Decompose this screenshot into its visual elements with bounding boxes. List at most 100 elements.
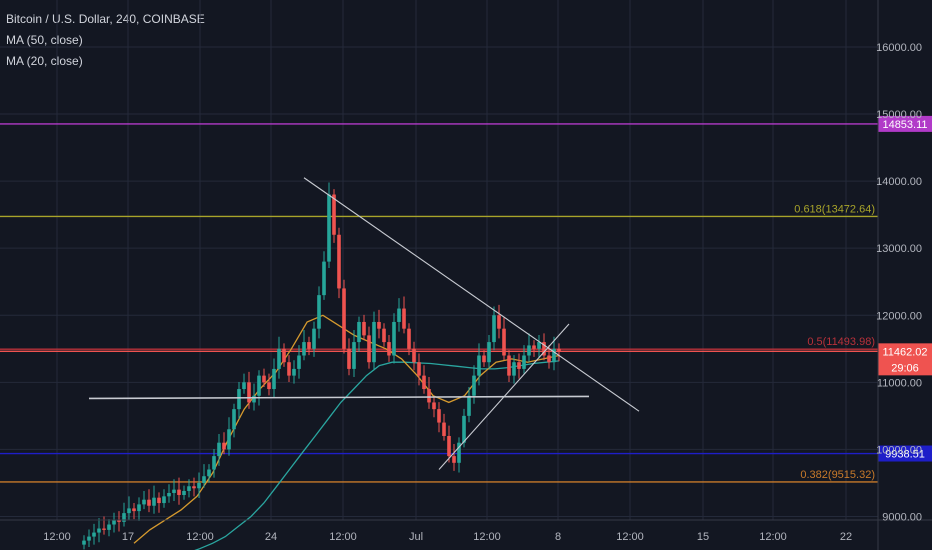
y-tick-label: 12000.00: [876, 310, 922, 322]
candle-body: [107, 524, 111, 530]
candle-body: [182, 490, 186, 496]
candle-body: [542, 342, 546, 356]
fib-level-label: 0.382(9515.32): [800, 469, 875, 481]
x-tick-label: 22: [840, 531, 852, 543]
x-tick-label: 12:00: [473, 531, 501, 543]
candle-body: [527, 345, 531, 356]
ma50-line: [194, 360, 560, 550]
trendlines-layer[interactable]: [88, 177, 640, 470]
candle-body: [357, 321, 361, 343]
level-badge-label: 14853.11: [882, 119, 927, 131]
candle-body: [292, 368, 296, 376]
candle-body: [142, 499, 146, 505]
y-tick-label: 14000.00: [876, 176, 922, 188]
candle-body: [197, 482, 201, 489]
candle-body: [302, 342, 306, 356]
level-badge: [878, 115, 932, 132]
candle-body: [207, 469, 211, 477]
candle-body: [227, 429, 231, 450]
candle-body: [487, 342, 491, 363]
candle-body: [122, 513, 126, 522]
candle-body: [422, 375, 426, 390]
candle-body: [92, 532, 96, 537]
ma20-line: [133, 314, 560, 544]
candle-body: [82, 540, 86, 545]
candle-body: [392, 321, 396, 356]
candle-body: [217, 442, 221, 457]
candle-body: [297, 355, 301, 369]
candle-body: [467, 395, 471, 416]
legend-title[interactable]: Bitcoin / U.S. Dollar, 240, COINBASE: [6, 12, 205, 26]
candle-body: [102, 528, 106, 530]
fib-level-label: 0.5(11493.98): [807, 336, 875, 348]
candle-body: [317, 295, 321, 329]
candle-body: [262, 375, 266, 383]
y-tick-label: 15000.00: [876, 109, 922, 121]
candle-body: [272, 368, 276, 390]
candle-body: [402, 308, 406, 329]
y-tick-label: 10000.00: [876, 444, 922, 456]
x-tick-label: 12:00: [616, 531, 644, 543]
legend-ma20[interactable]: MA (20, close): [6, 54, 83, 68]
candle-body: [187, 486, 191, 491]
candle-body: [112, 519, 116, 525]
candle-body: [232, 409, 236, 430]
candle-body: [407, 328, 411, 349]
candle-body: [202, 476, 206, 483]
level-badge-label: 11462.02: [882, 346, 927, 358]
level-badge-label: 9938.51: [885, 449, 925, 461]
x-tick-label: 12:00: [759, 531, 787, 543]
candle-body: [87, 536, 91, 541]
candle-body: [162, 496, 166, 504]
candle-body: [477, 355, 481, 376]
candle-body: [537, 342, 541, 349]
legend-ma50[interactable]: MA (50, close): [6, 33, 83, 47]
x-tick-label: 12:00: [329, 531, 357, 543]
candle-body: [322, 261, 326, 296]
candle-body: [517, 362, 521, 369]
candle-body: [362, 321, 366, 336]
x-tick-label: Jul: [409, 531, 423, 543]
candle-body: [212, 456, 216, 470]
trendline-support: [88, 395, 590, 400]
candle-body: [387, 342, 391, 356]
candle-body: [447, 435, 451, 457]
candle-body: [452, 456, 456, 463]
candle-body: [417, 362, 421, 376]
candle-body: [127, 508, 131, 514]
candle-body: [547, 355, 551, 363]
candle-body: [532, 345, 536, 349]
candle-body: [437, 409, 441, 423]
candle-body: [177, 489, 181, 496]
candle-body: [332, 194, 336, 235]
candle-body: [502, 328, 506, 356]
candle-body: [382, 328, 386, 343]
candle-body: [192, 486, 196, 489]
candle-body: [337, 234, 341, 289]
candle-body: [342, 288, 346, 349]
candle-body: [412, 348, 416, 363]
candle-body: [167, 492, 171, 497]
candle-body: [147, 499, 151, 506]
candle-body: [352, 342, 356, 369]
candle-body: [482, 355, 486, 363]
candle-body: [152, 497, 156, 506]
candle-body: [557, 348, 561, 352]
candle-body: [277, 348, 281, 369]
candle-body: [257, 375, 261, 396]
candle-body: [252, 395, 256, 403]
countdown-label: 29:06: [891, 362, 919, 374]
candle-body: [237, 389, 241, 410]
candle-body: [327, 194, 331, 262]
trendline-upper: [303, 177, 640, 412]
candle-body: [247, 382, 251, 403]
y-tick-label: 13000.00: [876, 243, 922, 255]
candle-body: [312, 328, 316, 349]
candle-body: [397, 308, 401, 322]
candle-body: [472, 375, 476, 396]
candle-body: [282, 348, 286, 363]
level-badge: [878, 445, 932, 462]
candle-body: [377, 321, 381, 329]
